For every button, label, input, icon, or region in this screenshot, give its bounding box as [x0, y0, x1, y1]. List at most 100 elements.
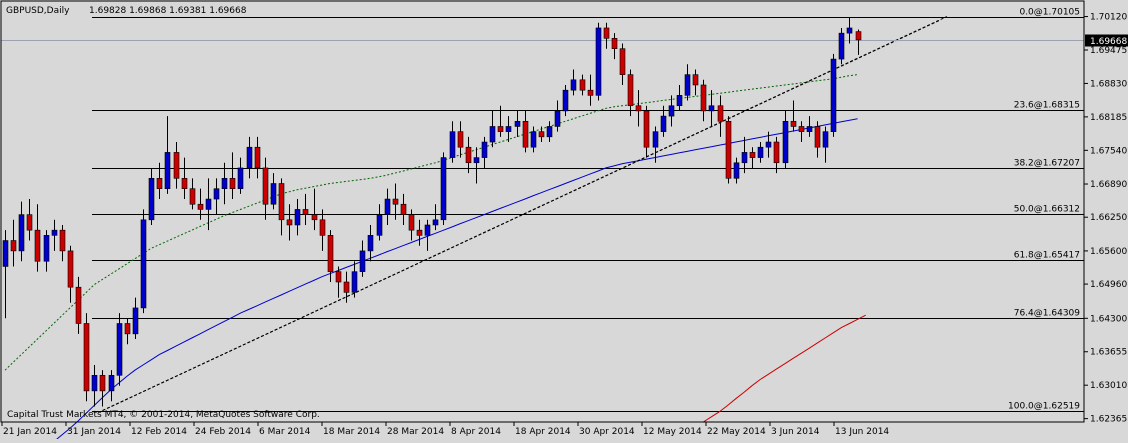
candle: [302, 193, 309, 225]
candle: [148, 167, 155, 225]
candle-body: [700, 84, 707, 112]
date-tick-label: 8 Apr 2014: [451, 427, 501, 437]
fib-level-label: 38.2@1.67207: [1014, 159, 1080, 169]
moving-average-line: [703, 314, 866, 423]
candle-body: [278, 183, 285, 221]
candle-body: [156, 178, 163, 189]
candle-body: [392, 198, 399, 205]
candle: [67, 245, 74, 303]
candle-body: [148, 178, 155, 221]
candle-body: [124, 323, 131, 335]
price-tick-label: 1.68830: [1090, 79, 1127, 89]
candle-body: [603, 27, 610, 39]
candle-body: [595, 27, 602, 96]
candle-body: [822, 131, 829, 148]
moving-average-line: [4, 74, 858, 371]
candle-body: [197, 203, 204, 210]
candle: [254, 136, 261, 179]
candle: [343, 271, 350, 303]
candle-body: [254, 146, 261, 169]
date-tick-label: 12 May 2014: [643, 427, 702, 437]
candle-body: [749, 152, 756, 158]
candle-body: [343, 281, 350, 293]
candle: [205, 178, 212, 231]
candle: [116, 313, 123, 386]
candle-body: [579, 79, 586, 91]
candle: [514, 110, 521, 137]
candle-body: [514, 120, 521, 127]
candle-body: [562, 89, 569, 112]
candle-body: [26, 214, 33, 231]
candle: [311, 188, 318, 231]
candle: [700, 79, 707, 122]
candle-body: [692, 74, 699, 86]
candle: [197, 188, 204, 220]
candle: [278, 178, 285, 236]
candle: [465, 136, 472, 174]
date-tick-label: 28 Mar 2014: [387, 427, 444, 437]
candle-body: [481, 141, 488, 158]
candle-body: [440, 157, 447, 221]
candle: [627, 69, 634, 117]
candle-body: [327, 235, 334, 272]
candle-body: [424, 224, 431, 236]
price-tick-label: 1.64300: [1090, 314, 1127, 324]
candle: [814, 121, 821, 158]
candle: [270, 173, 277, 210]
candle: [367, 224, 374, 262]
candle-body: [18, 214, 25, 252]
candle: [505, 116, 512, 143]
candle: [75, 276, 82, 334]
candle-body: [91, 375, 98, 392]
candle: [668, 95, 675, 127]
price-tick-label: 1.69475: [1090, 46, 1127, 56]
candle-body: [846, 27, 853, 34]
candle-body: [189, 188, 196, 205]
price-tick-label: 1.64960: [1090, 280, 1127, 290]
candle: [2, 230, 9, 319]
candle: [530, 126, 537, 153]
candle: [164, 116, 171, 194]
moving-average-layer: [4, 74, 866, 443]
date-tick-label: 13 Jun 2014: [835, 427, 889, 437]
candle: [570, 69, 577, 96]
fibonacci-layer: 0.0@1.70105 23.6@1.68315 38.2@1.67207 50.0@…: [92, 8, 1084, 412]
candle: [473, 147, 480, 184]
candle: [684, 64, 691, 101]
candle: [189, 178, 196, 210]
candle-body: [668, 105, 675, 117]
candle: [294, 199, 301, 236]
candle: [741, 136, 748, 174]
candle: [846, 17, 853, 44]
candle-body: [855, 31, 862, 41]
candle-body: [717, 105, 724, 122]
candle: [806, 116, 813, 137]
candle: [798, 121, 805, 143]
candle: [181, 157, 188, 200]
candle-body: [164, 152, 171, 189]
candle: [749, 147, 756, 168]
candle-body: [311, 214, 318, 221]
candle: [392, 183, 399, 220]
candle: [554, 100, 561, 132]
candle-body: [765, 141, 772, 148]
moving-average-line: [51, 118, 858, 443]
candle: [351, 261, 358, 298]
candle: [18, 201, 25, 262]
date-tick-label: 3 Jun 2014: [771, 427, 820, 437]
candle-body: [132, 307, 139, 335]
candle: [286, 204, 293, 241]
candle: [643, 105, 650, 158]
trendline: [102, 20, 940, 412]
candle-body: [286, 219, 293, 226]
current-price-label: 1.69668: [1090, 37, 1127, 47]
price-tick-label: 1.62365: [1090, 415, 1127, 425]
candle: [173, 142, 180, 189]
price-tick-label: 1.67540: [1090, 146, 1127, 156]
candle-body: [473, 157, 480, 164]
candle-body: [400, 203, 407, 215]
candle: [416, 219, 423, 246]
price-tick-label: 1.68185: [1090, 113, 1127, 123]
